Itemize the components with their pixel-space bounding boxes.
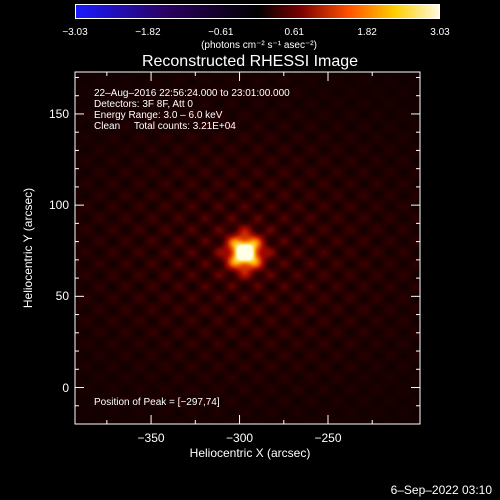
colorbar-tick-label: −3.03 xyxy=(62,27,88,38)
x-tick-label: −300 xyxy=(226,431,254,445)
info-clean: Clean Total counts: 3.21E+04 xyxy=(94,121,236,132)
info-detectors: Detectors: 3F 8F, Att 0 xyxy=(94,99,193,110)
y-tick-label: 50 xyxy=(55,289,69,304)
chart-title: Reconstructed RHESSI Image xyxy=(141,53,359,70)
peak-position-label: Position of Peak = [−297,74] xyxy=(94,397,220,408)
timestamp: 6–Sep–2022 03:10 xyxy=(390,483,492,497)
colorbar-tick-label: −0.61 xyxy=(208,27,234,38)
x-tick-label: −250 xyxy=(314,431,342,445)
info-energy: Energy Range: 3.0 – 6.0 keV xyxy=(94,110,223,121)
x-axis-title: Heliocentric X (arcsec) xyxy=(189,446,311,460)
info-time-range: 22–Aug–2016 22:56:24.000 to 23:01:00.000 xyxy=(94,88,290,99)
y-tick-label: 100 xyxy=(48,198,69,213)
colorbar-ticks: −3.03 −1.82 −0.61 0.61 1.82 3.03 xyxy=(0,0,500,40)
y-axis-title: Heliocentric Y (arcsec) xyxy=(21,187,35,309)
colorbar-units: (photons cm⁻² s⁻¹ asec⁻²) xyxy=(201,40,317,51)
y-tick-label: 150 xyxy=(48,106,69,121)
colorbar-tick-label: 0.61 xyxy=(284,27,304,38)
x-tick-label: −350 xyxy=(137,431,165,445)
colorbar-tick-label: −1.82 xyxy=(135,27,161,38)
colorbar-tick-label: 1.82 xyxy=(357,27,377,38)
y-tick-label: 0 xyxy=(62,380,69,395)
colorbar-tick-label: 3.03 xyxy=(430,27,450,38)
colorbar-gradient xyxy=(75,4,440,19)
